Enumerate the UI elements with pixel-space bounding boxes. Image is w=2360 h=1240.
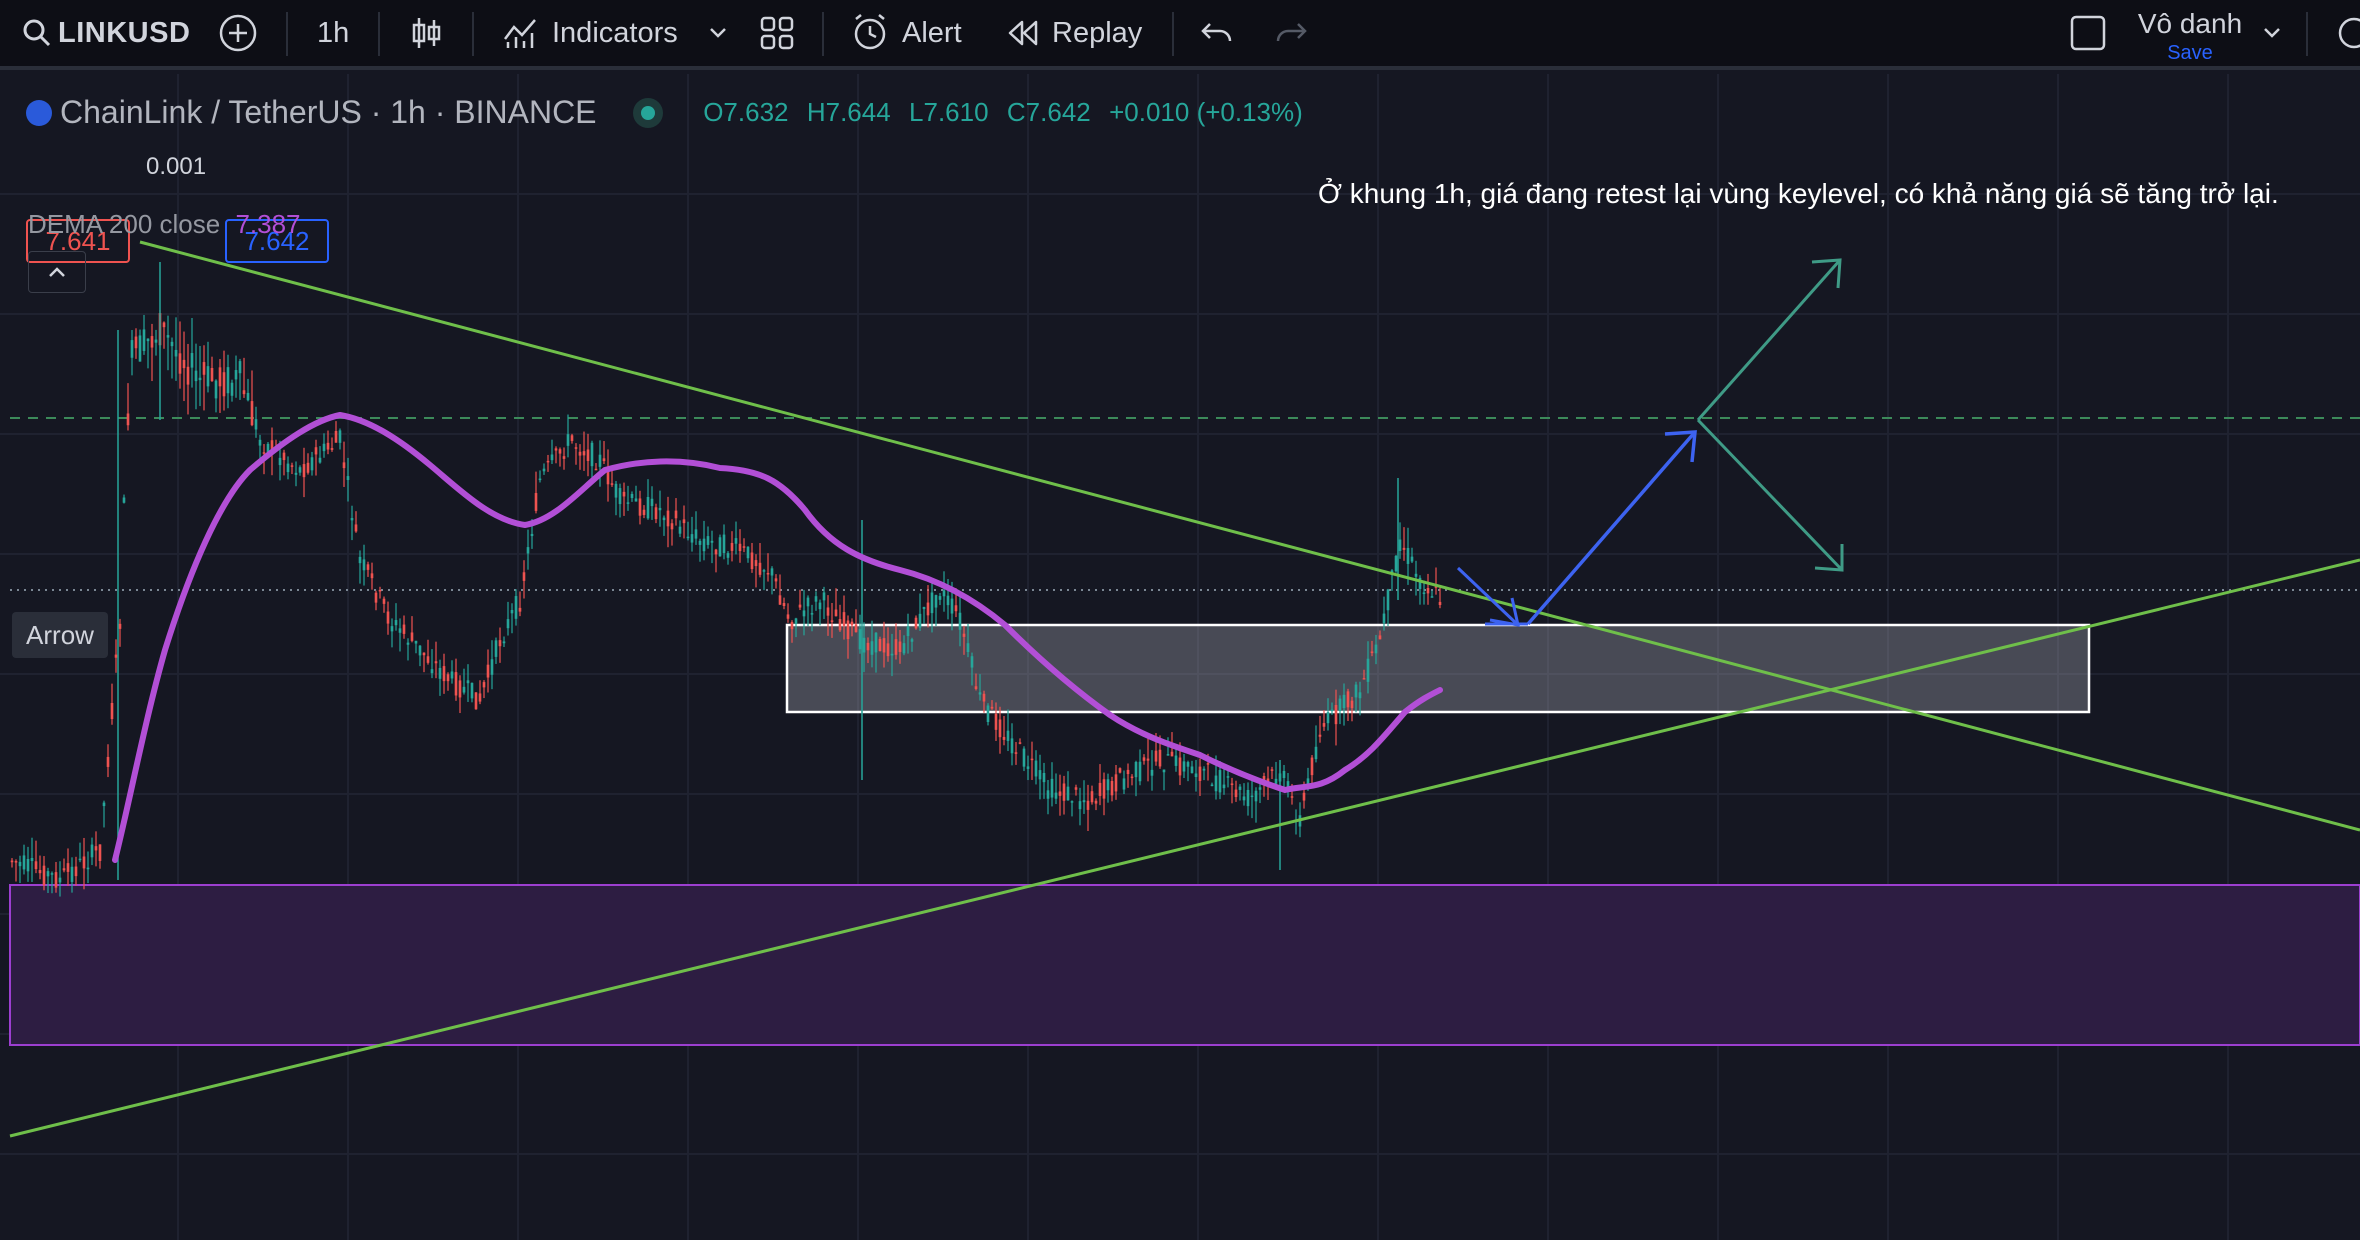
candles — [10, 262, 1442, 897]
search-icon — [23, 19, 51, 47]
buy-price-button[interactable]: 7.642 — [225, 219, 329, 263]
toolbar-divider — [286, 12, 288, 56]
ohlc-open: O7.632 — [703, 97, 789, 127]
sell-price-button[interactable]: 7.641 — [26, 219, 130, 263]
collapse-legend-button[interactable] — [28, 251, 86, 293]
ohlc-high: H7.644 — [806, 97, 891, 127]
layout-dropdown[interactable] — [2262, 0, 2282, 68]
add-symbol-button[interactable] — [218, 0, 258, 68]
redo-button[interactable] — [1274, 0, 1308, 68]
chart-type-button[interactable] — [410, 0, 442, 68]
toolbar-divider — [378, 12, 380, 56]
alert-button[interactable]: Alert — [850, 0, 962, 68]
market-status-icon — [640, 105, 655, 120]
fullscreen-button[interactable] — [2070, 0, 2106, 68]
add-symbol-icon — [219, 14, 257, 52]
alert-label: Alert — [902, 16, 962, 49]
buy-price: 7.642 — [244, 225, 310, 256]
candles-icon — [412, 18, 441, 48]
indicators-dropdown[interactable] — [708, 0, 728, 68]
replay-label: Replay — [1052, 16, 1143, 49]
indicator-value: 7.387 — [235, 209, 301, 239]
toolbar-divider — [472, 12, 474, 56]
chart-annotation-text[interactable]: Ở khung 1h, giá đang retest lại vùng key… — [1318, 178, 2279, 209]
keylevel-zone — [785, 623, 2091, 714]
dema-line — [112, 411, 1443, 863]
replay-icon — [1008, 20, 1038, 46]
support-zone — [9, 884, 2360, 1046]
layout-name-button[interactable]: Vô danh Save — [2130, 8, 2250, 65]
indicator-legend[interactable]: DEMA 200 close 7.387 — [28, 209, 301, 240]
toolbar-divider — [2306, 12, 2308, 56]
spread-value: 0.001 — [146, 153, 207, 180]
replay-button[interactable]: Replay — [1006, 0, 1142, 68]
chevron-down-icon — [2264, 28, 2280, 38]
layouts-button[interactable] — [760, 0, 794, 68]
chart-canvas[interactable] — [0, 74, 2360, 1240]
layout-name: Vô danh — [2137, 8, 2243, 39]
symbol-label: LINKUSD — [58, 16, 191, 49]
chainlink-logo-icon — [26, 99, 52, 126]
undo-button[interactable] — [1200, 0, 1234, 68]
top-toolbar: LINKUSD 1h Indicators Alert Replay Vô da… — [0, 0, 2360, 70]
interval-button[interactable]: 1h — [317, 0, 349, 68]
toolbar-divider — [1172, 12, 1174, 56]
quick-publish-button[interactable] — [2328, 0, 2360, 68]
chart-area[interactable]: ChainLink / TetherUS · 1h · BINANCE O7.6… — [0, 74, 2360, 1240]
indicators-label: Indicators — [552, 16, 678, 49]
teal-arrow-paths — [1696, 258, 1844, 572]
ascending-trendline — [9, 558, 2360, 1138]
drawing-tool-tooltip: Arrow — [12, 612, 108, 658]
undo-icon — [1201, 23, 1232, 42]
chevron-down-icon — [710, 28, 726, 38]
fullscreen-icon — [2070, 15, 2106, 51]
legend-title: ChainLink / TetherUS · 1h · BINANCE — [60, 94, 597, 130]
sell-price: 7.641 — [45, 225, 111, 256]
redo-icon — [1276, 23, 1307, 42]
layout-grid-icon — [760, 16, 794, 50]
ohlc-close: C7.642 — [1006, 97, 1091, 127]
blue-arrow-path — [1456, 430, 1697, 627]
toolbar-divider — [822, 12, 824, 56]
indicators-button[interactable]: Indicators — [502, 0, 678, 68]
save-label: Save — [2167, 42, 2213, 64]
indicator-name: DEMA 200 close — [28, 209, 221, 239]
ohlc-change: +0.010 (+0.13%) — [1109, 97, 1303, 127]
indicators-icon — [504, 19, 536, 48]
publish-icon — [2338, 17, 2360, 49]
symbol-legend[interactable]: ChainLink / TetherUS · 1h · BINANCE O7.6… — [26, 94, 1303, 131]
interval-label: 1h — [317, 16, 350, 49]
symbol-search[interactable]: LINKUSD — [22, 0, 190, 68]
chevron-up-icon — [49, 267, 65, 277]
ohlc-low: L7.610 — [909, 97, 989, 127]
alert-icon — [854, 14, 886, 50]
chart-grid — [0, 74, 2360, 1240]
descending-trendline — [139, 240, 2360, 832]
